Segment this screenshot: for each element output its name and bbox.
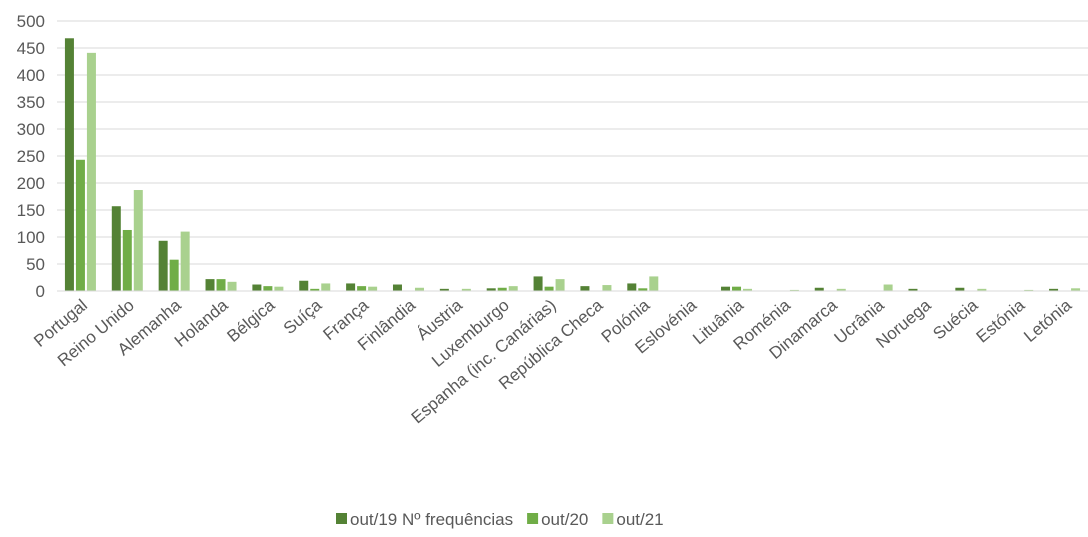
legend-swatch (336, 513, 347, 524)
y-tick-label: 450 (17, 39, 45, 58)
bar (732, 286, 742, 291)
x-tick-label: Suíça (280, 295, 326, 338)
bar (461, 288, 471, 291)
legend-label: out/20 (541, 510, 588, 529)
bar (111, 206, 121, 291)
bar (122, 229, 132, 291)
x-tick-label: Letónia (1020, 295, 1075, 346)
bar (392, 284, 402, 291)
x-tick-label: Bélgica (224, 295, 279, 346)
grid-lines (57, 20, 1088, 292)
bar (836, 288, 846, 291)
bar (814, 287, 824, 291)
legend-label: out/19 Nº frequências (350, 510, 513, 529)
bar (75, 159, 85, 291)
bar (64, 38, 74, 291)
y-axis-tick-labels: 0 50 100 150 200 250 300 350 400 450 500 (17, 12, 45, 301)
bar (274, 286, 284, 291)
bar (649, 276, 659, 291)
bar (368, 286, 378, 291)
y-tick-label: 300 (17, 120, 45, 139)
bar (602, 285, 612, 291)
bar (533, 276, 543, 291)
bar (883, 284, 893, 291)
bar (252, 284, 262, 291)
y-tick-label: 250 (17, 147, 45, 166)
y-tick-label: 350 (17, 93, 45, 112)
bar (357, 286, 367, 291)
bar (169, 259, 179, 291)
bar (1071, 288, 1081, 291)
bar (638, 288, 648, 291)
bar (321, 283, 331, 291)
y-tick-label: 0 (36, 282, 45, 301)
bar (508, 286, 518, 291)
bar (263, 286, 273, 291)
legend-swatch (602, 513, 614, 524)
legend-label: out/21 (616, 510, 663, 529)
bar (216, 279, 226, 291)
bar (743, 288, 753, 291)
x-tick-label: Estónia (973, 295, 1029, 346)
bar (1049, 288, 1059, 291)
bar (486, 288, 496, 291)
bar (977, 288, 987, 291)
bar (955, 287, 965, 291)
bar (721, 286, 731, 291)
legend-swatch (527, 513, 539, 524)
legend: out/19 Nº frequências out/20 out/21 (336, 510, 664, 529)
bar (86, 52, 96, 291)
bars (64, 38, 1081, 291)
bar (205, 279, 215, 291)
bar (627, 283, 637, 291)
bar (299, 280, 309, 291)
bar (439, 288, 449, 291)
bar (497, 287, 507, 291)
bar (346, 283, 356, 291)
bar (580, 286, 590, 291)
x-tick-label: Holanda (171, 295, 232, 351)
y-tick-label: 500 (17, 12, 45, 31)
bar (908, 288, 918, 291)
bar (133, 190, 143, 291)
y-tick-label: 200 (17, 174, 45, 193)
bar (555, 279, 565, 291)
bar (544, 286, 554, 291)
bar (310, 288, 320, 291)
y-tick-label: 400 (17, 66, 45, 85)
y-tick-label: 100 (17, 228, 45, 247)
bar (180, 231, 190, 291)
bar (158, 240, 168, 291)
bar (414, 287, 424, 291)
bar (1024, 289, 1034, 291)
bar (789, 289, 799, 291)
x-tick-label: Suécia (929, 295, 981, 343)
bar (227, 281, 237, 291)
y-tick-label: 150 (17, 201, 45, 220)
y-tick-label: 50 (26, 255, 45, 274)
